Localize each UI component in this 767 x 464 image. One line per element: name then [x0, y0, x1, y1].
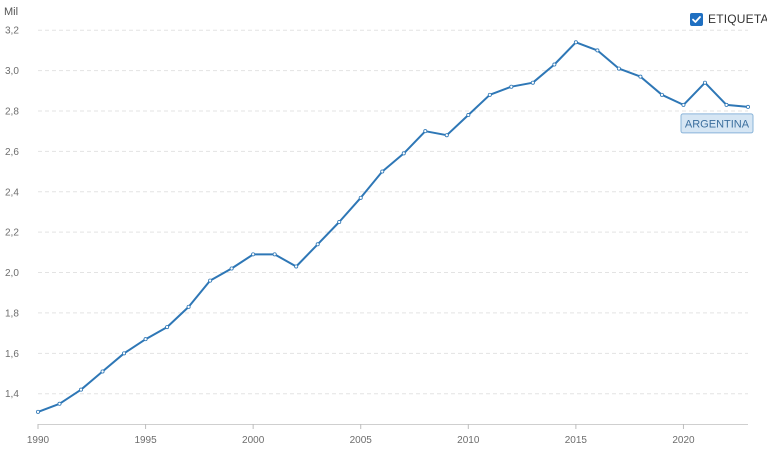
data-point [208, 278, 213, 283]
x-tick-label: 2020 [672, 435, 695, 446]
data-point [509, 84, 514, 89]
data-point [337, 220, 342, 225]
checkbox-checked-icon[interactable] [690, 12, 703, 26]
x-tick-label: 2010 [457, 435, 480, 446]
data-point [380, 169, 385, 174]
grid-lines [38, 29, 748, 395]
data-point [165, 325, 170, 330]
y-tick-label: 2,0 [5, 268, 19, 279]
data-point [36, 409, 41, 414]
y-tick-label: 1,4 [5, 389, 19, 400]
data-point [702, 80, 707, 85]
x-tick-label: 2000 [242, 435, 265, 446]
data-point [57, 401, 62, 406]
data-point [315, 242, 320, 247]
data-point [552, 62, 557, 67]
series-line [37, 41, 749, 413]
data-point [595, 48, 600, 53]
data-point [487, 92, 492, 97]
y-tick-label: 3,2 [5, 26, 19, 37]
data-point [358, 195, 363, 200]
y-axis-unit-label: Mil [4, 6, 19, 18]
data-point [423, 129, 428, 134]
data-point [294, 264, 299, 269]
y-tick-label: 2,4 [5, 187, 19, 198]
x-tick-label: 2015 [565, 435, 588, 446]
data-point [272, 252, 277, 257]
data-point [79, 387, 84, 392]
data-point [530, 80, 535, 85]
y-axis-ticks: 1,4 1,6 1,8 2,0 2,2 2,4 2,6 2,8 3,0 3,2 [5, 26, 19, 401]
data-point [100, 369, 105, 374]
data-point [466, 113, 471, 118]
series-label-text: ARGENTINA [685, 118, 750, 130]
y-tick-label: 2,6 [5, 147, 19, 158]
data-point [143, 337, 148, 342]
x-tick-label: 1990 [27, 435, 50, 446]
series-end-label[interactable]: ARGENTINA [680, 113, 754, 134]
data-point [186, 304, 191, 309]
data-point [573, 40, 578, 45]
y-tick-label: 2,8 [5, 106, 19, 117]
series-label-box[interactable] [680, 113, 754, 134]
y-tick-label: 1,6 [5, 349, 19, 360]
x-tick-label: 1995 [134, 435, 157, 446]
series-group [36, 40, 751, 414]
y-tick-label: 2,2 [5, 228, 19, 239]
data-point [616, 66, 621, 71]
data-point [444, 133, 449, 138]
x-axis-ticks: 1990 1995 2000 2005 2010 2015 2020 [27, 435, 695, 446]
x-axis [37, 424, 748, 429]
x-tick-label: 2005 [350, 435, 373, 446]
data-point [229, 266, 234, 271]
data-point [681, 102, 686, 107]
data-point [251, 252, 256, 257]
legend-toggle[interactable]: ETIQUETA [690, 12, 767, 26]
data-point [659, 92, 664, 97]
y-tick-label: 1,8 [5, 308, 19, 319]
data-point [401, 151, 406, 156]
legend-label: ETIQUETA [708, 12, 767, 26]
data-point [122, 351, 127, 356]
data-point [746, 104, 751, 109]
y-tick-label: 3,0 [5, 66, 19, 77]
data-point [638, 74, 643, 79]
data-point [724, 102, 729, 107]
